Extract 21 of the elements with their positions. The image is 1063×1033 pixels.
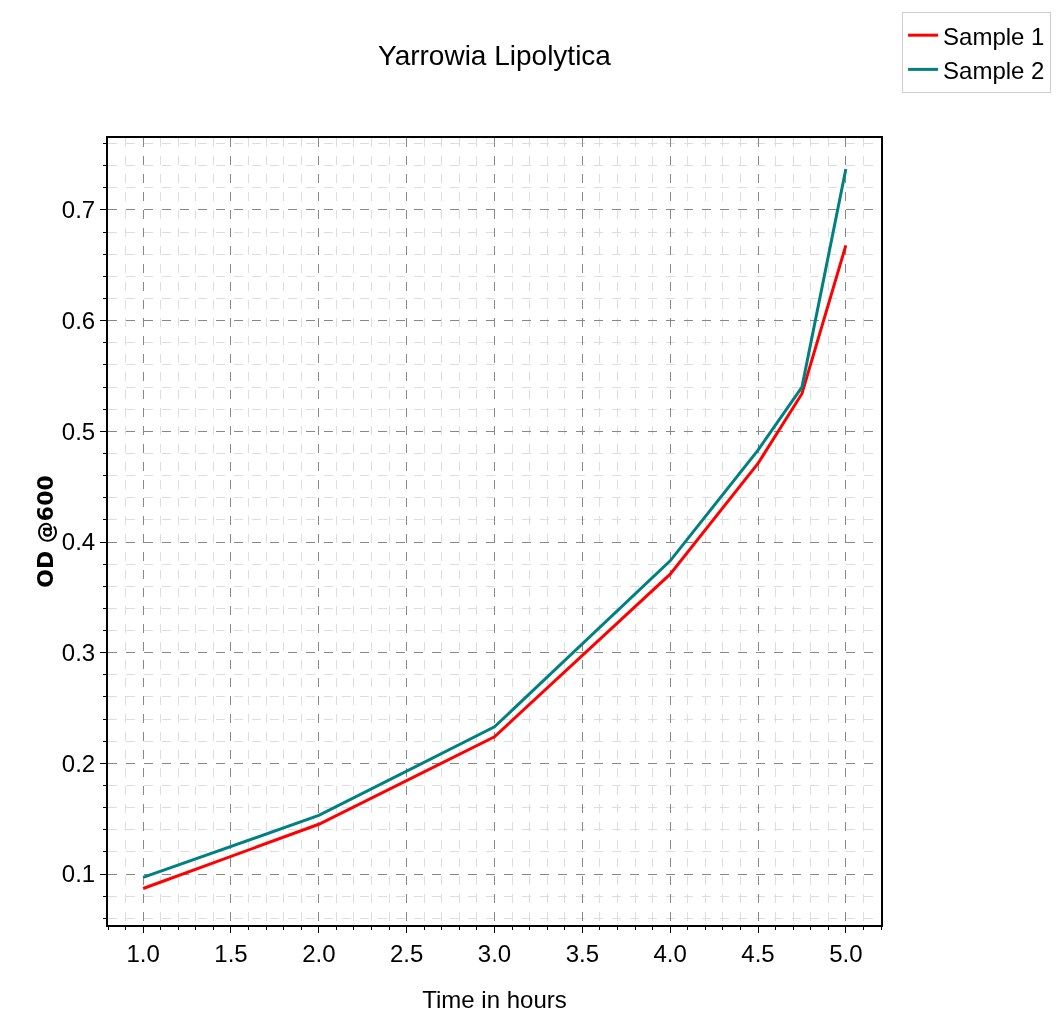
legend-label: Sample 2 xyxy=(943,56,1045,84)
x-tick-label: 4.0 xyxy=(653,939,687,967)
legend-label: Sample 1 xyxy=(943,22,1045,50)
x-tick-label: 5.0 xyxy=(829,939,863,967)
y-tick-label: 0.2 xyxy=(61,749,96,777)
chart-title: Yarrowia Lipolytica xyxy=(378,39,612,71)
x-tick-label: 2.5 xyxy=(389,939,424,967)
x-tick-label: 1.5 xyxy=(214,939,248,967)
x-tick-label: 3.5 xyxy=(565,939,600,967)
x-tick-label: 2.0 xyxy=(302,939,336,967)
y-tick-label: 0.5 xyxy=(61,417,96,445)
y-tick-label: 0.6 xyxy=(61,307,96,335)
y-tick-label: 0.4 xyxy=(61,528,96,556)
y-axis-title: OD @600 xyxy=(33,475,58,588)
x-tick-label: 4.5 xyxy=(741,939,775,967)
x-axis-title: Time in hours xyxy=(422,986,567,1013)
x-tick-label: 3.0 xyxy=(477,939,512,967)
y-tick-label: 0.1 xyxy=(61,860,96,888)
y-tick-label: 0.7 xyxy=(61,196,96,224)
y-tick-label: 0.3 xyxy=(61,639,96,667)
x-tick-label: 1.0 xyxy=(126,939,160,967)
